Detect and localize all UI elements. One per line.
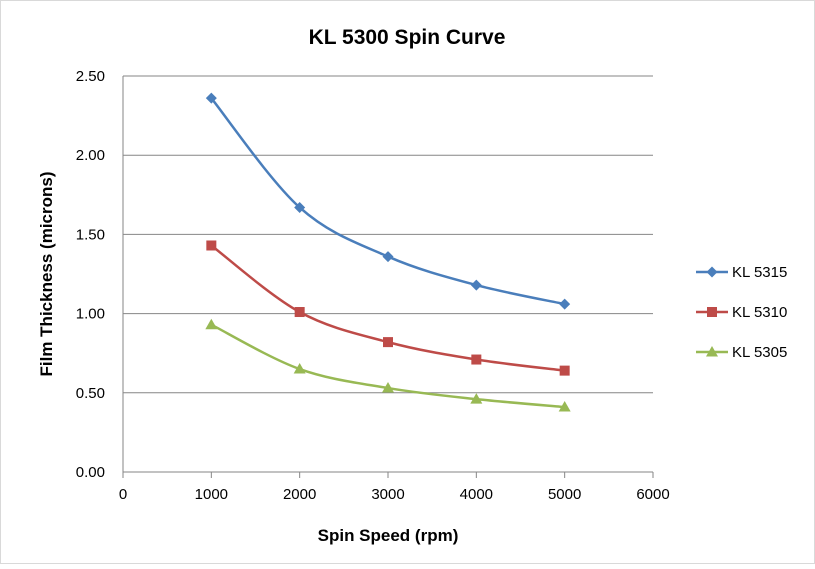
y-tick-label: 1.50 xyxy=(76,226,105,243)
series-line-kl-5315 xyxy=(210,97,565,306)
data-point-kl-5305 xyxy=(470,393,483,404)
x-tick-label: 4000 xyxy=(460,486,493,503)
y-tick-label: 0.50 xyxy=(76,385,105,402)
y-tick-label: 0.00 xyxy=(76,464,105,481)
data-point-kl-5310 xyxy=(559,365,570,376)
data-point-kl-5305 xyxy=(205,318,218,330)
legend-marker-kl-5305 xyxy=(706,346,718,357)
x-tick-label: 3000 xyxy=(371,486,404,503)
legend-label-kl-5315: KL 5315 xyxy=(732,264,787,281)
data-point-kl-5315 xyxy=(205,92,217,104)
x-axis-label: Spin Speed (rpm) xyxy=(318,526,459,545)
data-point-kl-5315 xyxy=(294,201,306,213)
data-point-kl-5315 xyxy=(559,298,571,310)
x-tick-label: 1000 xyxy=(195,486,228,503)
series-layer xyxy=(205,92,571,412)
data-point-kl-5310 xyxy=(206,240,217,251)
legend-label-kl-5310: KL 5310 xyxy=(732,304,787,321)
data-point-kl-5305 xyxy=(293,363,306,374)
y-tick-label: 2.50 xyxy=(76,68,105,85)
gridlines xyxy=(123,75,653,394)
x-tick-label: 6000 xyxy=(636,486,669,503)
axes: 0.00 0.50 1.00 1.50 2.00 2.50 0 1000 2000 3000 400… xyxy=(76,68,670,503)
data-point-kl-5310 xyxy=(471,354,482,365)
data-point-kl-5315 xyxy=(382,251,394,263)
legend-marker-kl-5310 xyxy=(707,307,717,317)
data-point-kl-5310 xyxy=(383,337,393,348)
data-point-kl-5310 xyxy=(294,307,305,318)
legend-label-kl-5305: KL 5305 xyxy=(732,344,787,361)
legend: KL 5315 KL 5310 KL 5305 xyxy=(696,264,787,361)
y-tick-label: 2.00 xyxy=(76,147,105,164)
data-point-kl-5315 xyxy=(470,279,482,291)
x-tick-label: 2000 xyxy=(283,486,316,503)
x-tick-label: 0 xyxy=(119,486,127,503)
legend-marker-kl-5315 xyxy=(706,266,718,278)
x-tick-label: 5000 xyxy=(548,486,581,503)
data-point-kl-5305 xyxy=(382,382,394,393)
data-point-kl-5305 xyxy=(558,401,571,412)
y-axis-label: Film Thickness (microns) xyxy=(37,172,56,377)
chart-title: KL 5300 Spin Curve xyxy=(309,26,506,49)
y-tick-label: 1.00 xyxy=(76,306,105,323)
